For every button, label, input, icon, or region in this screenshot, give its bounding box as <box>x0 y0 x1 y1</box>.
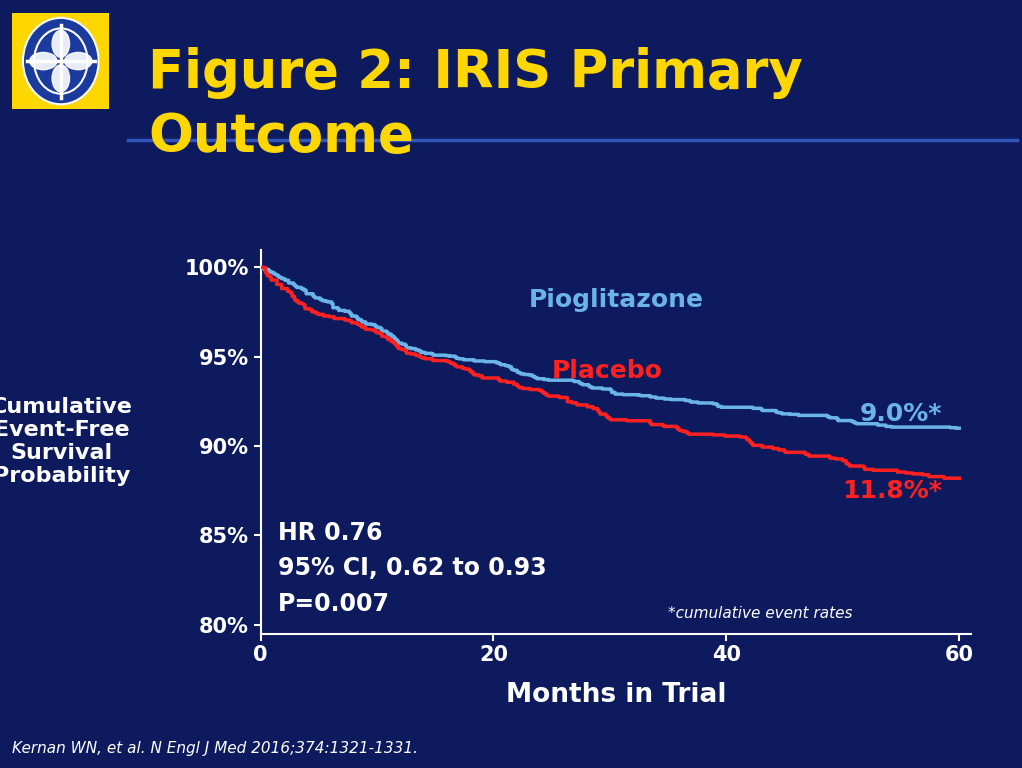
Ellipse shape <box>30 52 57 70</box>
X-axis label: Months in Trial: Months in Trial <box>506 682 726 708</box>
Text: Figure 2: IRIS Primary: Figure 2: IRIS Primary <box>148 47 803 99</box>
Ellipse shape <box>52 31 69 58</box>
Text: Cumulative
Event-Free
Survival
Probability: Cumulative Event-Free Survival Probabili… <box>0 397 132 486</box>
Text: Outcome: Outcome <box>148 111 414 164</box>
Text: HR 0.76
95% CI, 0.62 to 0.93
P=0.007: HR 0.76 95% CI, 0.62 to 0.93 P=0.007 <box>278 521 547 616</box>
Text: *cumulative event rates: *cumulative event rates <box>668 606 852 621</box>
Text: Pioglitazone: Pioglitazone <box>528 288 703 312</box>
Ellipse shape <box>52 65 69 92</box>
Text: 11.8%*: 11.8%* <box>842 478 942 503</box>
Text: Placebo: Placebo <box>552 359 662 383</box>
Text: Kernan WN, et al. N Engl J Med 2016;374:1321-1331.: Kernan WN, et al. N Engl J Med 2016;374:… <box>12 741 418 756</box>
Ellipse shape <box>22 18 99 104</box>
Ellipse shape <box>64 52 92 70</box>
Text: 9.0%*: 9.0%* <box>860 402 942 426</box>
